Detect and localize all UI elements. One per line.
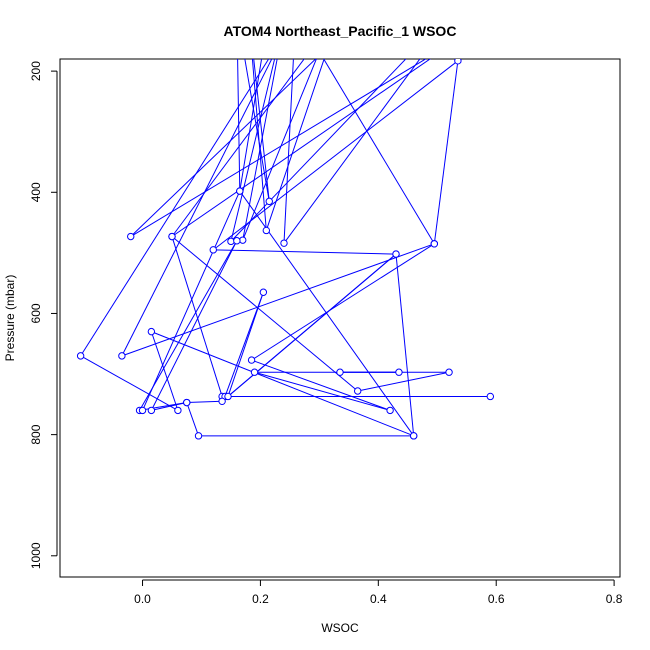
data-point xyxy=(336,368,344,376)
plot-frame xyxy=(59,58,621,578)
x-tick-label: 0.6 xyxy=(488,592,505,606)
data-point xyxy=(138,406,147,415)
data-point xyxy=(325,44,331,50)
x-tick-label: 0.2 xyxy=(252,592,269,606)
series-line-segment xyxy=(80,355,179,411)
data-point xyxy=(430,240,439,248)
series-points xyxy=(76,4,495,440)
series-line-segment xyxy=(253,59,270,202)
data-point xyxy=(395,368,403,376)
data-point xyxy=(168,232,176,241)
data-point xyxy=(266,9,272,15)
y-tick-label: 800 xyxy=(29,424,43,444)
series-line-segment xyxy=(171,59,305,237)
data-point xyxy=(245,9,251,15)
y-tick-label: 200 xyxy=(29,61,43,81)
series-line-segment xyxy=(171,236,359,392)
data-point xyxy=(127,232,135,241)
series-line-segment xyxy=(186,402,199,437)
data-point xyxy=(353,387,362,395)
data-point xyxy=(293,9,299,15)
x-axis: 0.0 0.2 0.4 0.6 0.8 xyxy=(134,579,623,606)
data-point xyxy=(118,352,126,360)
data-point xyxy=(194,432,203,440)
series-line-segment xyxy=(283,59,421,244)
data-point xyxy=(76,352,85,360)
data-point xyxy=(409,432,418,440)
y-tick-label: 400 xyxy=(29,182,43,202)
series-line-segment xyxy=(242,59,317,241)
data-point xyxy=(147,406,156,415)
series-line-segment xyxy=(433,60,459,244)
series-line-segment xyxy=(151,402,187,411)
series-line-segment xyxy=(221,253,397,402)
series-line-segment xyxy=(323,59,435,245)
series-line-segment xyxy=(227,292,264,397)
series-line-segment xyxy=(150,331,179,411)
data-point xyxy=(227,237,235,246)
series-lines xyxy=(80,59,491,437)
data-point xyxy=(247,356,256,364)
data-point xyxy=(486,392,495,401)
data-point xyxy=(233,237,241,245)
data-point xyxy=(218,397,226,406)
data-point xyxy=(147,327,156,336)
series-line-segment xyxy=(265,59,325,231)
data-point xyxy=(284,4,290,10)
data-point xyxy=(280,239,288,247)
data-point xyxy=(183,398,191,407)
data-point xyxy=(265,197,273,206)
series-line-segment xyxy=(242,59,278,241)
series-line-segment xyxy=(395,254,415,436)
data-point xyxy=(174,406,182,415)
series-line-segment xyxy=(142,190,241,411)
data-point xyxy=(239,236,247,244)
data-point xyxy=(386,406,394,415)
series-line-segment xyxy=(244,59,270,202)
series-line-segment xyxy=(171,59,431,237)
chart-title: ATOM4 Northeast_Pacific_1 WSOC xyxy=(224,23,457,39)
series-line-segment xyxy=(239,59,263,192)
series-line-segment xyxy=(186,400,223,404)
series-line-segment xyxy=(230,59,276,242)
y-axis: 200 400 600 800 1000 xyxy=(29,61,58,569)
data-point xyxy=(392,250,400,258)
data-point xyxy=(236,187,244,195)
series-line-segment xyxy=(130,59,427,237)
y-tick-label: 1000 xyxy=(29,542,43,569)
series-line-segment xyxy=(139,240,238,411)
series-line-segment xyxy=(121,243,435,357)
y-axis-label: Pressure (mbar) xyxy=(3,275,17,362)
series-line-segment xyxy=(171,236,223,397)
y-tick-label: 600 xyxy=(29,303,43,323)
x-axis-label: WSOC xyxy=(321,621,359,635)
data-point xyxy=(234,9,240,15)
series-line-segment xyxy=(283,59,294,244)
series-line-segment xyxy=(213,249,397,255)
series-line-segment xyxy=(357,371,450,392)
x-tick-label: 0.4 xyxy=(370,592,387,606)
series-line-segment xyxy=(254,371,391,411)
series-line-segment xyxy=(251,243,435,361)
data-point xyxy=(262,226,271,235)
series-line-segment xyxy=(251,359,391,411)
data-point xyxy=(458,35,464,41)
data-point xyxy=(259,288,268,296)
data-point xyxy=(250,368,259,376)
series-line-segment xyxy=(121,59,273,357)
series-line-segment xyxy=(237,59,241,192)
x-tick-label: 0.0 xyxy=(134,592,151,606)
data-point xyxy=(224,392,232,401)
data-point xyxy=(445,368,453,376)
series-line-segment xyxy=(212,60,459,251)
series-line-segment xyxy=(80,59,270,357)
series-line-segment xyxy=(150,240,238,411)
series-line-segment xyxy=(151,331,414,437)
data-point xyxy=(454,59,462,65)
data-point xyxy=(209,246,217,254)
x-tick-label: 0.8 xyxy=(606,592,623,606)
